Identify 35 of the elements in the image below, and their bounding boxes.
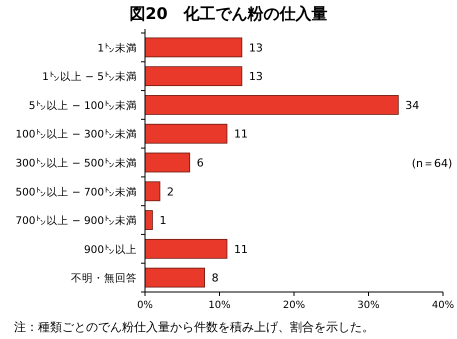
annotation: (n＝64) [412, 157, 452, 170]
bar [144, 210, 153, 230]
data-label: 1 [159, 214, 166, 228]
y-tick-label: 700㌧以上 − 900㌧未満 [15, 214, 137, 228]
data-label: 13 [248, 70, 263, 84]
bar [144, 268, 205, 288]
y-tick-label: 1㌧未満 [97, 41, 137, 54]
bar [144, 124, 228, 144]
bar [144, 152, 190, 172]
y-tick-label: 不明・無回答 [71, 272, 137, 285]
y-tick-label: 900㌧以上 [84, 242, 137, 256]
x-tick-label: 20% [282, 300, 306, 311]
y-tick-label: 1㌧以上 − 5㌧未満 [42, 70, 137, 84]
data-label: 6 [196, 156, 204, 170]
x-tick-label: 10% [208, 300, 231, 311]
y-tick-label: 5㌧以上 − 100㌧未満 [28, 98, 137, 112]
data-label: 34 [405, 98, 420, 112]
data-label: 13 [248, 41, 263, 54]
y-tick-label: 300㌧以上 − 500㌧未満 [15, 156, 137, 170]
bar [144, 66, 242, 86]
y-tick-label: 100㌧以上 − 300㌧未満 [15, 128, 137, 141]
bar [144, 37, 242, 58]
chart-title: 図20 化工でん粉の仕入量 [129, 4, 328, 23]
data-label: 11 [234, 242, 248, 256]
bar [144, 181, 160, 202]
bar [144, 95, 399, 115]
x-tick-label: 30% [357, 300, 380, 311]
x-tick-label: 0% [137, 300, 153, 311]
text: 注：種類ごとのでん粉仕入量から件数を積み上げ、割合を示した。 [14, 320, 374, 334]
bar [144, 238, 228, 259]
x-tick-label: 40% [432, 300, 454, 311]
data-label: 8 [212, 272, 219, 285]
data-label: 2 [166, 185, 174, 198]
y-tick-label: 500㌧以上 − 700㌧未満 [15, 185, 137, 198]
data-label: 11 [234, 128, 248, 141]
